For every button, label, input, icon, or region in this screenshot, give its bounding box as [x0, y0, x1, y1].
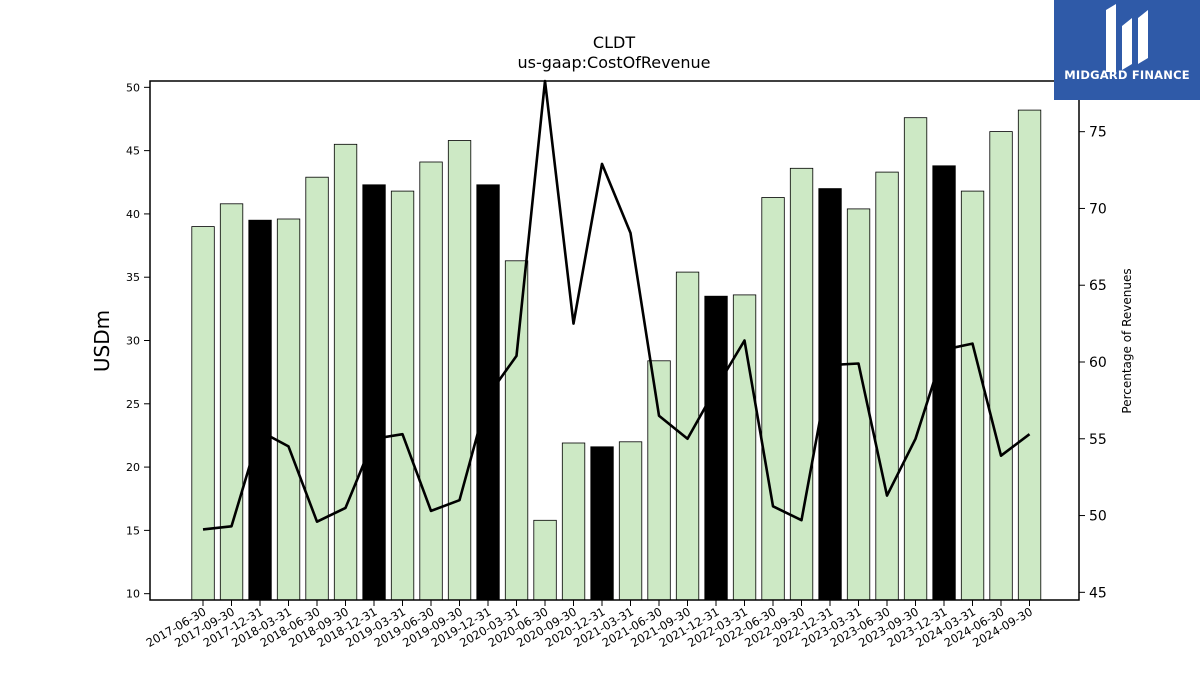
- brand-logo: MIDGARD FINANCE: [1054, 0, 1200, 100]
- y-tick-label: 10: [126, 588, 140, 601]
- y-tick-label: 40: [126, 208, 140, 221]
- bar-2021-03-31: [618, 441, 643, 601]
- bar-2018-03-31: [276, 218, 301, 601]
- bar-2022-09-30: [789, 167, 814, 601]
- chart-subtitle: us-gaap:CostOfRevenue: [517, 53, 710, 72]
- y2-tick-label: 60: [1089, 355, 1107, 371]
- bar-2020-09-30: [561, 442, 586, 601]
- y2-tick-label: 55: [1089, 432, 1107, 448]
- x-axis: 2017-06-302017-09-302017-12-312018-03-31…: [144, 600, 1035, 650]
- y2-tick-label: 75: [1089, 125, 1107, 141]
- y-tick-label: 35: [126, 271, 140, 284]
- bar-2024-06-30: [989, 131, 1013, 601]
- bar-2017-06-30: [191, 226, 215, 601]
- bar-2020-06-30: [533, 519, 557, 601]
- bar-2019-06-30: [419, 161, 443, 601]
- y2-tick-label: 65: [1089, 278, 1107, 294]
- y-tick-label: 30: [126, 335, 140, 348]
- y-tick-label: 20: [126, 461, 140, 474]
- bar-2018-06-30: [305, 176, 329, 601]
- bar-2021-12-31: [704, 295, 728, 601]
- y-tick-label: 45: [126, 145, 140, 158]
- bar-2022-06-30: [761, 197, 785, 601]
- bar-2019-12-31: [476, 184, 500, 601]
- percentage-line: [202, 79, 1031, 531]
- y2-axis-label: Percentage of Revenues: [1120, 268, 1134, 413]
- bar-2018-09-30: [333, 143, 358, 601]
- bar-2022-12-31: [818, 188, 842, 601]
- y-tick-label: 25: [126, 398, 140, 411]
- bar-2017-12-31: [248, 219, 272, 601]
- bar-2019-03-31: [390, 190, 415, 601]
- bar-2021-06-30: [647, 360, 671, 601]
- y-axis-right: 45 50 55 60 65 70 75: [1079, 125, 1107, 601]
- y-tick-label: 15: [126, 524, 140, 537]
- y2-tick-label: 45: [1089, 585, 1107, 601]
- y2-tick-label: 70: [1089, 201, 1107, 217]
- bar-2017-09-30: [219, 203, 244, 601]
- bar-2018-12-31: [362, 184, 386, 601]
- line-series: [202, 79, 1031, 531]
- midgard-logo-icon: [1106, 4, 1148, 72]
- bar-2021-09-30: [675, 271, 700, 601]
- bar-2020-03-31: [504, 260, 529, 601]
- bar-2023-09-30: [903, 117, 928, 601]
- bar-2020-12-31: [590, 446, 614, 601]
- y2-tick-label: 50: [1089, 509, 1107, 525]
- y-tick-label: 50: [126, 81, 140, 94]
- bar-2024-09-30: [1017, 109, 1042, 601]
- y-axis-left: 10 15 20 25 30 35 40 45 50: [126, 81, 150, 601]
- bar-series: [191, 109, 1042, 601]
- bar-2024-03-31: [960, 190, 985, 601]
- y-axis-label: USDm: [90, 310, 114, 372]
- bar-2019-09-30: [447, 140, 472, 601]
- logo-text: MIDGARD FINANCE: [1064, 68, 1190, 82]
- bar-2023-06-30: [875, 171, 899, 601]
- bar-2023-12-31: [932, 165, 956, 601]
- chart-title: CLDT: [593, 33, 635, 52]
